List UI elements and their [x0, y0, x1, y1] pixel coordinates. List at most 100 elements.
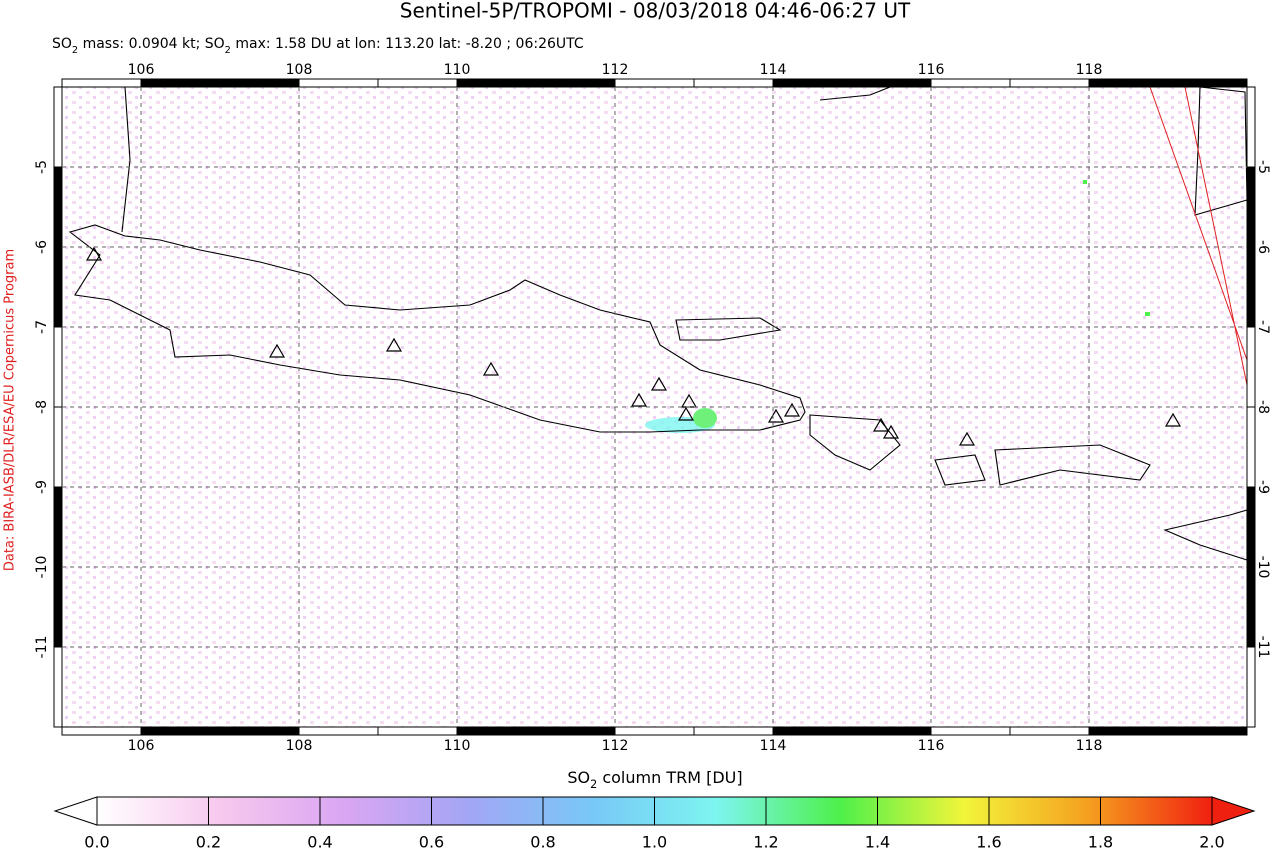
y-tick-label: -5 [1255, 160, 1271, 174]
frame-segment [456, 726, 537, 736]
y-tick-label: -7 [1255, 320, 1271, 334]
x-tick-label: 112 [602, 738, 629, 754]
frame-segment [693, 726, 774, 736]
x-tick-label: 110 [444, 62, 471, 78]
x-tick-label: 108 [286, 738, 313, 754]
x-tick-label: 114 [760, 62, 787, 78]
subtitle: SO2 mass: 0.0904 kt; SO2 max: 1.58 DU at… [52, 36, 584, 56]
so2-plume [645, 180, 1150, 433]
y-tick-label: -9 [34, 480, 50, 494]
y-tick-label: -10 [34, 556, 50, 579]
frame-segment [1246, 646, 1256, 728]
text-part: max: 1.58 DU at lon: 113.20 lat: -8.20 ;… [231, 36, 584, 52]
frame-segment [1246, 166, 1256, 248]
frame-segment [535, 726, 616, 736]
frame-segment [1246, 326, 1256, 408]
volcanoes [85, 246, 1182, 446]
x-tick-label: 112 [602, 62, 629, 78]
frame-segment [53, 486, 63, 568]
frame-segment [61, 726, 142, 736]
frame-segment [140, 78, 221, 88]
y-tick-label: -10 [1255, 556, 1271, 579]
y-tick-label: -8 [1255, 400, 1271, 414]
frame-segment [693, 78, 774, 88]
y-tick-label: -8 [34, 400, 50, 414]
frame-segment [1246, 246, 1256, 328]
frame-segment [614, 78, 695, 88]
chart-title: Sentinel-5P/TROPOMI - 08/03/2018 04:46-0… [400, 0, 911, 23]
x-tick-label: 114 [760, 738, 787, 754]
y-tick-label: -5 [34, 160, 50, 174]
colorbar-tick-label: 0.6 [419, 833, 444, 852]
text-part: SO [52, 36, 72, 52]
colorbar-tick-label: 1.6 [976, 833, 1001, 852]
colorbar-tick-label: 0.2 [196, 833, 221, 852]
frame-segment [456, 78, 537, 88]
x-tick-label: 118 [1076, 62, 1103, 78]
frame-segment [53, 566, 63, 648]
text-part: mass: 0.0904 kt; SO [78, 36, 225, 52]
y-tick-label: -11 [34, 636, 50, 659]
frame-segment [851, 726, 932, 736]
frame-segment [1246, 486, 1256, 568]
y-tick-label: -7 [34, 320, 50, 334]
x-tick-label: 110 [444, 738, 471, 754]
frame-segment [1246, 566, 1256, 648]
y-tick-label: -6 [1255, 240, 1271, 254]
x-tick-label: 116 [918, 62, 945, 78]
colorbar-tick-label: 1.2 [753, 833, 778, 852]
frame-segment [772, 78, 853, 88]
x-tick-label: 106 [128, 738, 155, 754]
colorbar-over [1211, 796, 1256, 826]
text-part: SO [567, 768, 590, 787]
y-tick-label: -9 [1255, 480, 1271, 494]
frame-segment [1246, 86, 1256, 168]
frame-segment [851, 78, 932, 88]
x-tick-label: 106 [128, 62, 155, 78]
frame-segment [377, 726, 458, 736]
frame-segment [1088, 726, 1169, 736]
frame-segment [930, 726, 1011, 736]
frame-segment [53, 326, 63, 408]
frame-segment [53, 166, 63, 248]
colorbar-tick-label: 0.8 [530, 833, 555, 852]
frame-segment [53, 86, 63, 168]
y-tick-label: -6 [34, 240, 50, 254]
colorbar-tick-label: 1.8 [1088, 833, 1113, 852]
colorbar-tick-label: 2.0 [1199, 833, 1224, 852]
frame-segment [219, 78, 300, 88]
frame-segment [61, 78, 142, 88]
frame-segment [535, 78, 616, 88]
colorbar-tick-label: 0.0 [84, 833, 109, 852]
y-tick-label: -11 [1255, 636, 1271, 659]
frame-segment [53, 646, 63, 728]
side-note: Data: BIRA-IASB/DLR/ESA/EU Copernicus Pr… [3, 249, 18, 571]
text-part: 2 [590, 778, 597, 791]
frame-segment [772, 726, 853, 736]
x-tick-label: 108 [286, 62, 313, 78]
frame-segment [53, 246, 63, 328]
frame-segment [298, 726, 379, 736]
frame-segment [1009, 78, 1090, 88]
colorbar-label: SO2 column TRM [DU] [567, 768, 742, 791]
text-part: 2 [225, 45, 231, 56]
frame-segment [1167, 78, 1248, 88]
frame-segment [930, 78, 1011, 88]
frame-segment [1009, 726, 1090, 736]
frame-segment [298, 78, 379, 88]
x-tick-label: 116 [918, 738, 945, 754]
frame-segment [1167, 726, 1248, 736]
colorbar-tick-label: 1.0 [642, 833, 667, 852]
text-part: column TRM [DU] [597, 768, 742, 787]
frame-segment [1246, 406, 1256, 488]
frame-segment [219, 726, 300, 736]
frame-segment [614, 726, 695, 736]
colorbar-tick-label: 0.4 [307, 833, 332, 852]
colorbar-under [53, 796, 98, 826]
x-tick-label: 118 [1076, 738, 1103, 754]
text-part: 2 [72, 45, 78, 56]
colorbar-tick-label: 1.4 [865, 833, 890, 852]
frame-segment [140, 726, 221, 736]
frame-segment [1088, 78, 1169, 88]
